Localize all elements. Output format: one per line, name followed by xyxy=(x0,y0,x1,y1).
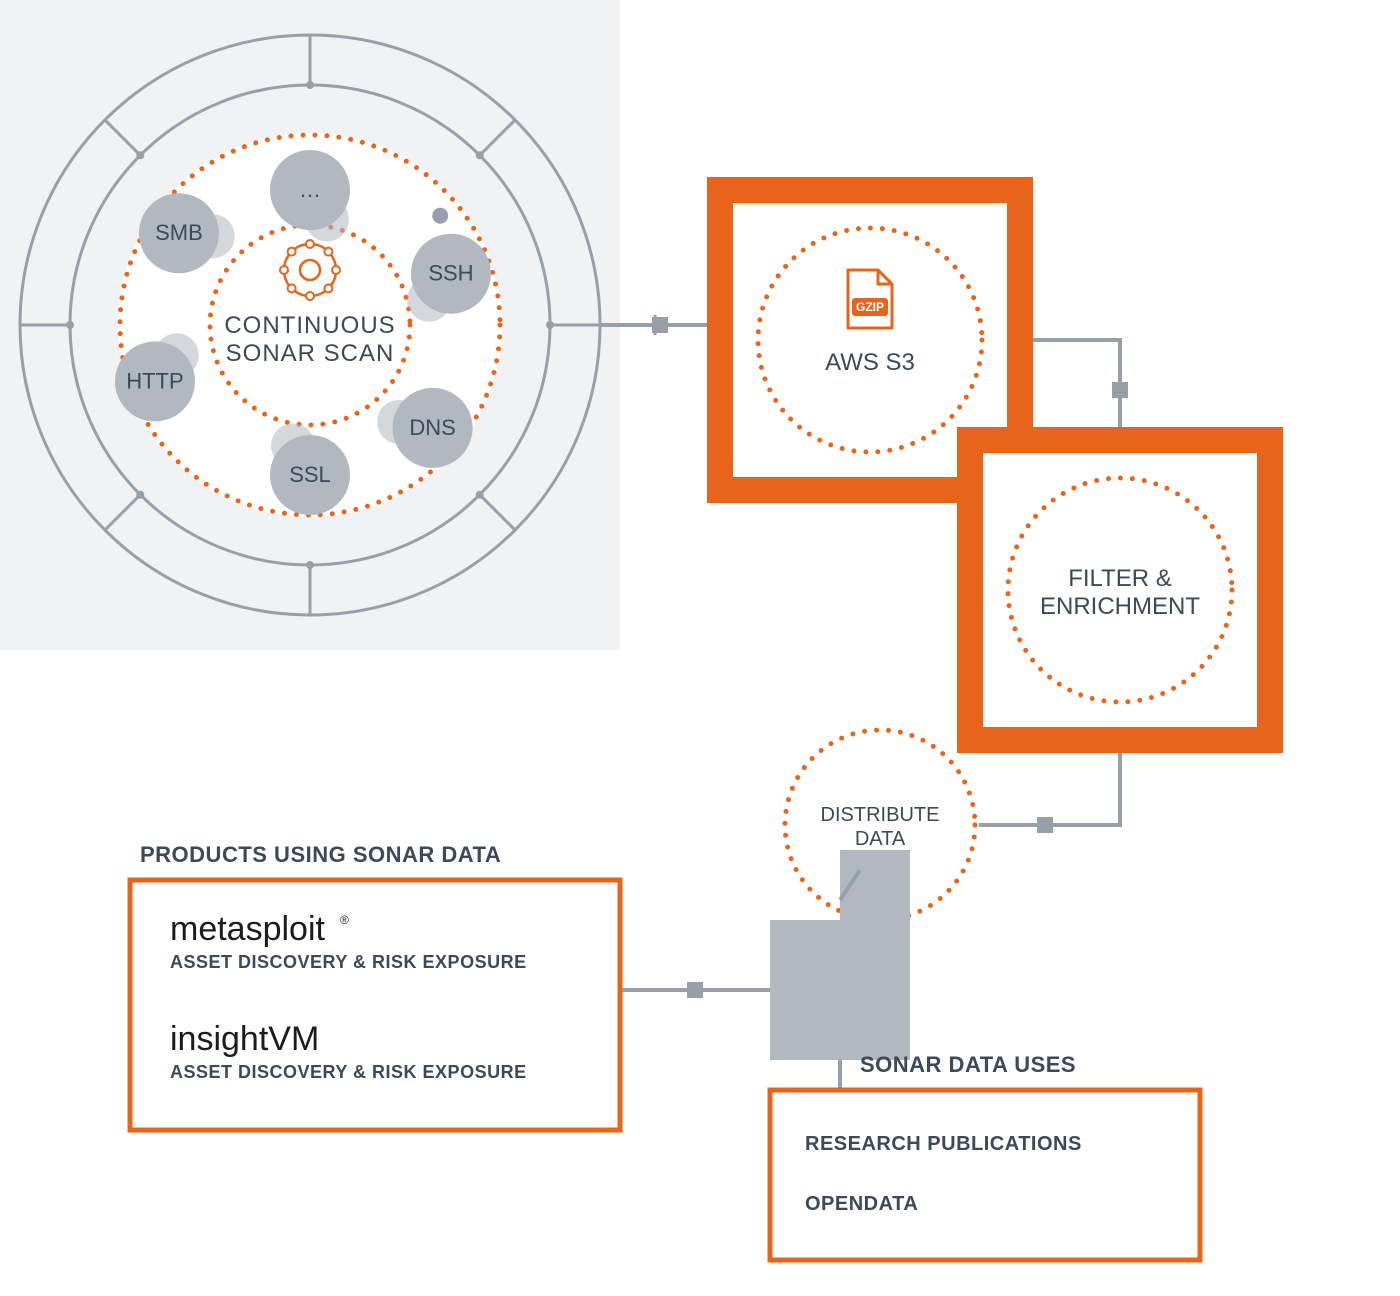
sonar-title-line1: CONTINUOUS xyxy=(224,312,395,339)
protocol-label: HTTP xyxy=(126,368,183,393)
filter-label-1: FILTER & xyxy=(1068,565,1172,592)
radar-blip xyxy=(432,208,448,224)
filter-box: FILTER &ENRICHMENT xyxy=(970,440,1270,740)
uses-panel: RESEARCH PUBLICATIONS OPENDATA xyxy=(770,1090,1200,1260)
aws-label: AWS S3 xyxy=(825,349,915,376)
uses-heading: SONAR DATA USES xyxy=(860,1052,1076,1077)
products-heading: PRODUCTS USING SONAR DATA xyxy=(140,842,501,867)
product-name: insightVM xyxy=(170,1020,319,1058)
uses-item: OPENDATA xyxy=(805,1193,918,1215)
edge-marker xyxy=(687,982,703,998)
filter-label-2: ENRICHMENT xyxy=(1040,593,1200,620)
distribute-label-2: DATA xyxy=(855,828,906,850)
protocol-label: SSH xyxy=(428,261,473,286)
sonar-title-line2: SONAR SCAN xyxy=(226,340,395,367)
edge xyxy=(1020,340,1120,440)
products-panel: metasploit ® ASSET DISCOVERY & RISK EXPOSU… xyxy=(130,880,620,1130)
edge-marker xyxy=(1112,382,1128,398)
protocol-label: DNS xyxy=(409,415,455,440)
uses-item: RESEARCH PUBLICATIONS xyxy=(805,1133,1082,1155)
distribute-label-1: DISTRIBUTE xyxy=(821,804,940,826)
product-name: metasploit xyxy=(170,910,326,948)
distribution-hub xyxy=(770,850,910,1060)
product-sub: ASSET DISCOVERY & RISK EXPOSURE xyxy=(170,952,527,972)
product-sub: ASSET DISCOVERY & RISK EXPOSURE xyxy=(170,1062,527,1082)
gzip-icon-label: GZIP xyxy=(856,300,884,314)
protocol-label: SMB xyxy=(155,220,203,245)
protocol-label: SSL xyxy=(289,462,331,487)
protocol-label: … xyxy=(299,177,321,202)
edge-marker xyxy=(1037,817,1053,833)
registered-mark: ® xyxy=(340,913,349,927)
